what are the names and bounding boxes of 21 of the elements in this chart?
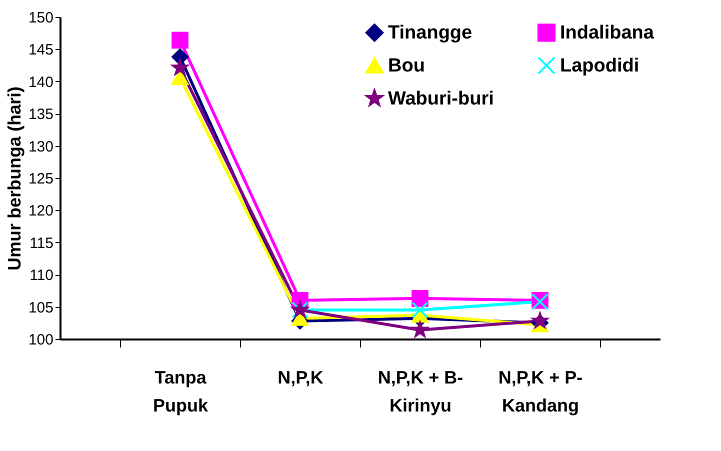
y-tick-label: 150: [28, 10, 54, 26]
y-tick-label: 135: [28, 106, 54, 124]
x-tick-label: N,P,K + P-Kandang: [498, 368, 583, 416]
y-tick-label: 145: [28, 42, 54, 59]
legend-label: Waburi-buri: [388, 88, 494, 110]
x-tick-label: Tanpa Pupuk: [152, 368, 209, 416]
legend-label: Indalibana: [560, 22, 654, 44]
y-tick-label: 125: [28, 170, 54, 188]
x-tick-label: N,P,K: [278, 368, 324, 388]
y-tick-label: 120: [28, 202, 54, 220]
y-axis-title: Umur berbunga (hari): [4, 86, 24, 271]
x-tick-label: N,P,K + B-Kirinyu: [378, 368, 464, 416]
y-tick-label: 100: [28, 332, 54, 348]
legend-label: Bou: [388, 56, 425, 76]
legend-label: Tinangge: [388, 22, 472, 44]
y-tick-label: 140: [28, 74, 54, 91]
legend-label: Lapodidi: [560, 56, 640, 76]
y-tick-label: 105: [28, 299, 54, 316]
y-tick-label: 110: [30, 267, 54, 284]
y-tick-label: 115: [30, 234, 54, 252]
y-tick-label: 130: [28, 138, 54, 156]
